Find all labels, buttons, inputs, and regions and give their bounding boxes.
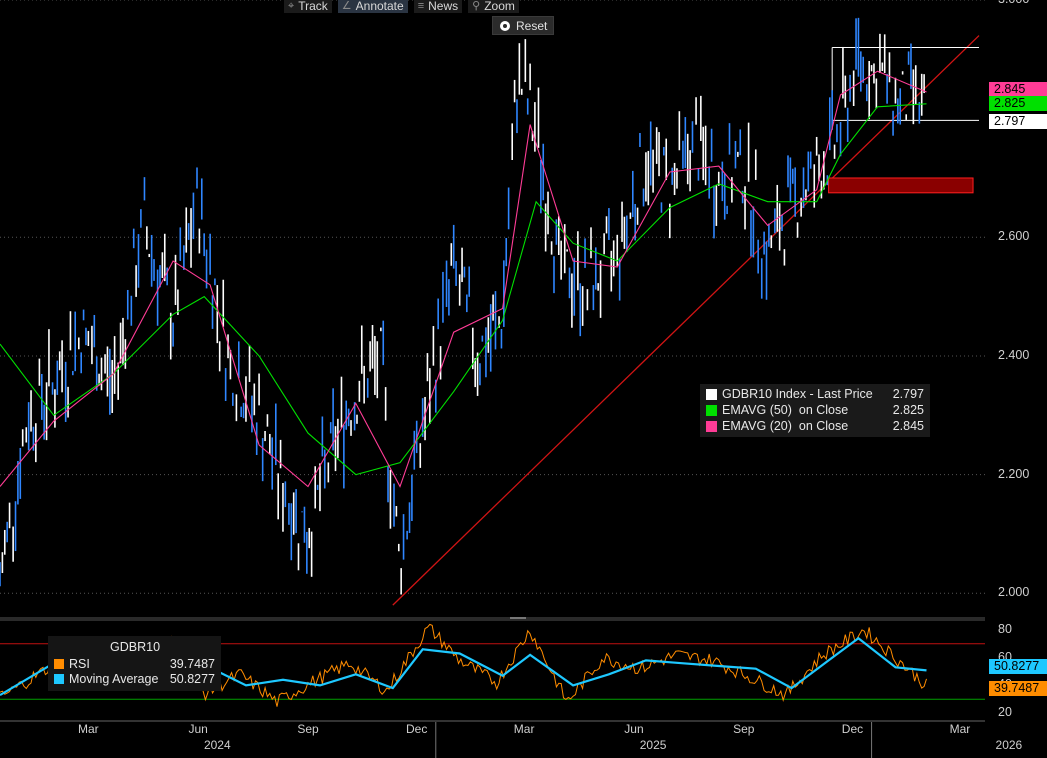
ma-label: Moving Average — [69, 671, 159, 686]
x-tick-label: Sep — [297, 722, 319, 736]
legend-swatch — [706, 388, 717, 400]
x-tick-label: Jun — [624, 722, 644, 736]
ema20-line — [0, 70, 927, 488]
rsi-legend-item-ma: Moving Average 50.8277 — [54, 671, 215, 686]
legend-value: 2.797 — [892, 387, 924, 401]
price-tag: 2.797 — [989, 114, 1047, 130]
x-tick-label: Sep — [733, 722, 755, 736]
rsi-label: RSI — [69, 656, 90, 671]
resistance-box — [828, 177, 974, 194]
price-tick-label: 2.200 — [998, 466, 1030, 481]
legend-label: EMAVG (50) on Close — [722, 403, 849, 417]
x-tick-label: Mar — [78, 722, 99, 736]
legend-swatch — [54, 673, 64, 684]
reset-button[interactable]: Reset — [492, 16, 554, 35]
legend-item-ema20: EMAVG (20) on Close 2.845 — [706, 418, 924, 434]
news-label: News — [428, 0, 459, 13]
year-label: 2025 — [639, 738, 667, 752]
legend-value: 2.825 — [892, 403, 924, 417]
track-button[interactable]: ⌖ Track — [284, 0, 332, 13]
price-tick-label: 2.000 — [998, 585, 1030, 600]
legend-item-ema50: EMAVG (50) on Close 2.825 — [706, 402, 924, 418]
rsi-tick-label: 80 — [998, 621, 1012, 636]
price-tick-label: 2.400 — [998, 347, 1030, 362]
x-tick-label: Mar — [513, 722, 535, 736]
annotate-button[interactable]: ∠ Annotate — [337, 0, 408, 13]
legend-swatch — [706, 420, 717, 432]
x-tick-label: Jun — [188, 722, 208, 736]
legend-value: 2.845 — [892, 419, 924, 433]
rsi-tick-label: 20 — [998, 705, 1012, 720]
rsi-value: 39.7487 — [169, 656, 215, 671]
legend-item-price: GDBR10 Index - Last Price 2.797 — [706, 386, 924, 402]
x-tick-label: Dec — [406, 722, 428, 736]
rsi-legend: GDBR10 RSI 39.7487 Moving Average 50.8277 — [48, 636, 221, 691]
zoom-icon: ⚲ — [472, 0, 481, 12]
zoom-button[interactable]: ⚲ Zoom — [468, 0, 519, 13]
reset-label: Reset — [516, 18, 548, 33]
year-label: 2026 — [995, 738, 1023, 752]
rsi-legend-title: GDBR10 — [110, 640, 161, 654]
legend-swatch — [54, 658, 64, 669]
legend-label: GDBR10 Index - Last Price — [722, 387, 873, 401]
year-label: 2024 — [203, 738, 231, 752]
rsi-tag: 50.8277 — [989, 659, 1047, 675]
annotate-label: Annotate — [355, 0, 404, 13]
rsi-tag: 39.7487 — [989, 680, 1047, 696]
price-tick-label: 2.600 — [998, 229, 1030, 244]
news-icon: ≡ — [417, 0, 425, 12]
chart-toolbar: ⌖ Track ∠ Annotate ≡ News ⚲ Zoom — [284, 0, 519, 13]
rsi-legend-item-rsi: RSI 39.7487 — [54, 656, 215, 671]
panel-divider-handle — [510, 617, 526, 619]
price-tag: 2.845 — [989, 81, 1047, 97]
price-legend: GDBR10 Index - Last Price 2.797 EMAVG (50… — [700, 384, 930, 437]
track-label: Track — [298, 0, 328, 13]
news-button[interactable]: ≡ News — [413, 0, 463, 13]
zoom-label: Zoom — [484, 0, 515, 13]
pencil-icon: ∠ — [341, 0, 352, 12]
panel-divider — [0, 617, 985, 621]
ma-value: 50.8277 — [169, 671, 215, 686]
legend-label: EMAVG (20) on Close — [722, 419, 849, 433]
x-tick-label: Mar — [949, 722, 971, 736]
price-tag: 2.825 — [989, 95, 1047, 111]
x-tick-label: Dec — [841, 722, 864, 736]
crosshair-icon: ⌖ — [288, 0, 295, 12]
legend-swatch — [706, 404, 717, 416]
reset-icon — [500, 20, 510, 31]
trendline — [392, 35, 980, 606]
price-tick-label: 3.000 — [998, 0, 1029, 6]
